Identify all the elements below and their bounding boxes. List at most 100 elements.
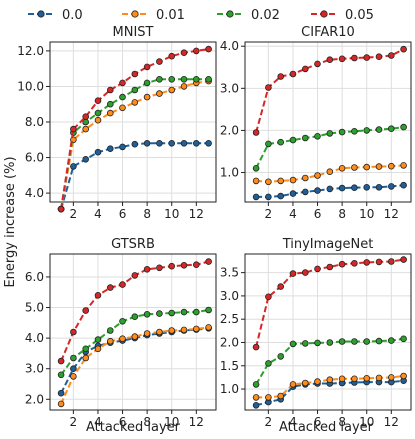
x-tick-label: 6 (119, 415, 127, 429)
plot-frame (244, 253, 412, 411)
data-point (326, 376, 334, 384)
data-point (289, 136, 297, 144)
data-point (143, 310, 151, 318)
y-tick-label: 5.0 (25, 301, 44, 315)
data-point (168, 76, 176, 83)
data-point (314, 133, 321, 140)
legend-item: 0.0 (28, 8, 83, 23)
data-point (107, 100, 114, 108)
y-tick-label: 8.0 (25, 115, 44, 129)
x-tick-label: 6 (119, 207, 127, 221)
y-tick-label: 3.0 (25, 362, 44, 376)
data-point (57, 371, 65, 379)
data-point (314, 339, 321, 347)
data-point (131, 99, 139, 106)
x-tick-label: 8 (143, 415, 151, 429)
data-point (400, 181, 407, 189)
data-point (351, 375, 358, 383)
data-point (363, 127, 371, 134)
data-point (168, 86, 176, 94)
plot-frame (49, 253, 217, 411)
x-tick-label: 8 (143, 207, 151, 221)
data-point (143, 79, 151, 87)
data-point (375, 258, 383, 266)
data-point (70, 373, 77, 380)
data-point (94, 345, 102, 353)
y-tick-label: 2.5 (220, 312, 239, 326)
data-point (265, 360, 272, 367)
chart-title: GTSRB (111, 237, 155, 252)
data-point (289, 340, 297, 348)
chart-panel: CIFAR10 2 4 6 8 10 12 1.0 2.0 3.0 4.0 (220, 25, 412, 221)
data-point (168, 309, 176, 317)
data-point (94, 291, 102, 299)
data-point (119, 143, 126, 151)
data-point (57, 400, 65, 408)
y-tick-label: 6.0 (25, 270, 44, 284)
chart-title: MNIST (113, 25, 154, 40)
x-tick-label: 4 (289, 207, 297, 221)
data-point (143, 140, 151, 147)
data-point (301, 379, 309, 387)
data-point (107, 337, 114, 345)
data-point (252, 401, 260, 409)
data-point (400, 162, 407, 169)
y-tick-label: 2.0 (220, 335, 239, 349)
data-point (326, 263, 334, 271)
legend-label: 0.01 (156, 8, 185, 23)
data-point (301, 134, 309, 142)
data-point (400, 372, 407, 380)
data-point (180, 76, 188, 83)
data-point (205, 258, 212, 265)
data-point (351, 259, 358, 267)
data-point (156, 140, 163, 147)
data-point (131, 272, 139, 279)
data-point (289, 381, 297, 388)
data-point (265, 394, 272, 401)
data-point (143, 265, 151, 273)
data-point (107, 86, 114, 94)
data-point (107, 109, 114, 117)
data-point (82, 307, 89, 314)
data-point (193, 308, 200, 316)
x-tick-label: 4 (94, 207, 102, 221)
y-tick-label: 1.0 (220, 382, 239, 396)
data-point (82, 354, 89, 362)
legend-label: 0.0 (62, 8, 83, 23)
data-point (252, 129, 260, 136)
data-point (156, 310, 163, 317)
data-point (94, 148, 102, 156)
data-point (70, 354, 77, 362)
data-point (180, 49, 188, 56)
data-point (387, 183, 395, 190)
data-point (289, 270, 297, 277)
data-point (314, 172, 321, 179)
data-point (205, 324, 212, 331)
data-point (301, 65, 309, 73)
data-point (277, 73, 285, 80)
x-axis-label-right: Attacked layer (279, 420, 374, 435)
data-point (131, 70, 139, 78)
data-point (387, 374, 395, 381)
data-point (289, 190, 297, 197)
data-point (205, 140, 212, 147)
data-point (326, 168, 334, 176)
data-point (301, 174, 309, 182)
data-point (387, 52, 395, 59)
data-point (387, 125, 395, 132)
data-point (252, 193, 260, 201)
data-point (168, 52, 176, 60)
data-point (351, 184, 358, 192)
data-point (143, 330, 151, 337)
data-point (338, 165, 346, 172)
data-point (314, 187, 321, 194)
data-point (94, 336, 102, 343)
y-tick-label: 10.0 (17, 79, 44, 93)
data-point (289, 176, 297, 184)
data-point (375, 163, 383, 170)
data-point (107, 327, 114, 334)
legend-marker (131, 10, 139, 18)
data-point (168, 140, 176, 147)
data-point (119, 317, 126, 325)
